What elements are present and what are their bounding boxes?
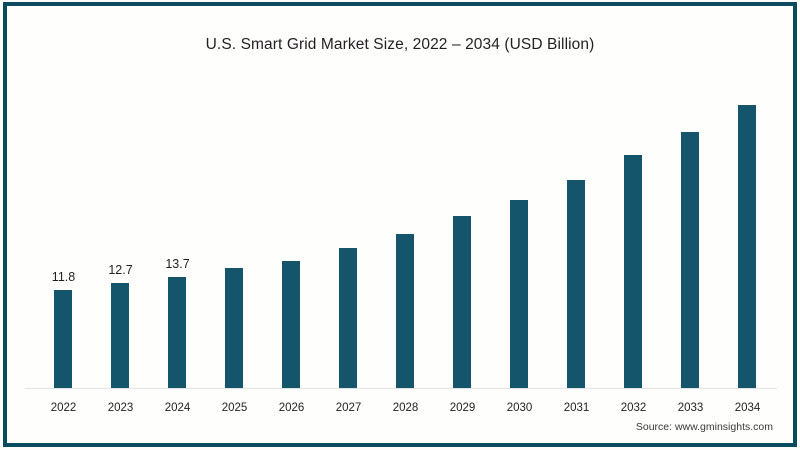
bar[interactable]: [567, 180, 585, 388]
bar-group: 13.7 2024: [149, 6, 206, 442]
x-axis-tick-label: 2024: [164, 402, 191, 414]
bar-group: 2027: [320, 6, 377, 442]
source-attribution: Source: www.gminsights.com: [635, 421, 773, 433]
bar-value-label: 11.8: [51, 270, 76, 284]
bar[interactable]: [396, 234, 414, 388]
bar-group: 2033: [662, 6, 719, 442]
x-axis-tick-label: 2023: [107, 402, 134, 414]
x-axis-tick-label: 2022: [50, 402, 77, 414]
x-axis-tick-label: 2025: [221, 402, 248, 414]
bar-group: 2029: [434, 6, 491, 442]
x-axis-tick-label: 2026: [278, 402, 305, 414]
bar-group: 2026: [263, 6, 320, 442]
bar[interactable]: [225, 268, 243, 388]
bar-group: 2032: [605, 6, 662, 442]
bar[interactable]: [111, 283, 129, 388]
bar[interactable]: [681, 132, 699, 388]
x-axis-tick-label: 2032: [620, 402, 647, 414]
plot-area: 11.8 2022 12.7 2023 13.7 2024 2025 2026 2027 2028…: [25, 6, 777, 442]
bar-group: 11.8 2022: [35, 6, 92, 442]
bar[interactable]: [54, 290, 72, 388]
chart-title: U.S. Smart Grid Market Size, 2022 – 2034…: [205, 36, 595, 53]
x-axis-tick-label: 2029: [449, 402, 476, 414]
bar[interactable]: [339, 248, 357, 388]
bar-group: 2028: [377, 6, 434, 442]
x-axis-tick-label: 2031: [563, 402, 590, 414]
bar-group: 2025: [206, 6, 263, 442]
bar[interactable]: [453, 216, 471, 388]
bar[interactable]: [624, 155, 642, 388]
bar-group: 12.7 2023: [92, 6, 149, 442]
bar[interactable]: [510, 200, 528, 388]
chart-inner-area: U.S. Smart Grid Market Size, 2022 – 2034…: [7, 6, 793, 443]
bar-group: 2034: [719, 6, 776, 442]
x-axis-tick-label: 2030: [506, 402, 533, 414]
x-axis-tick-label: 2027: [335, 402, 362, 414]
bar-group: 2030: [491, 6, 548, 442]
bar[interactable]: [168, 277, 186, 388]
bar-group: 2031: [548, 6, 605, 442]
bar-value-label: 12.7: [108, 263, 133, 277]
bar-value-label: 13.7: [165, 257, 190, 271]
bar[interactable]: [282, 261, 300, 388]
x-axis-tick-label: 2034: [734, 402, 761, 414]
x-axis-tick-label: 2028: [392, 402, 419, 414]
x-axis-tick-label: 2033: [677, 402, 704, 414]
x-axis-line: [25, 388, 777, 389]
bar[interactable]: [738, 105, 756, 388]
